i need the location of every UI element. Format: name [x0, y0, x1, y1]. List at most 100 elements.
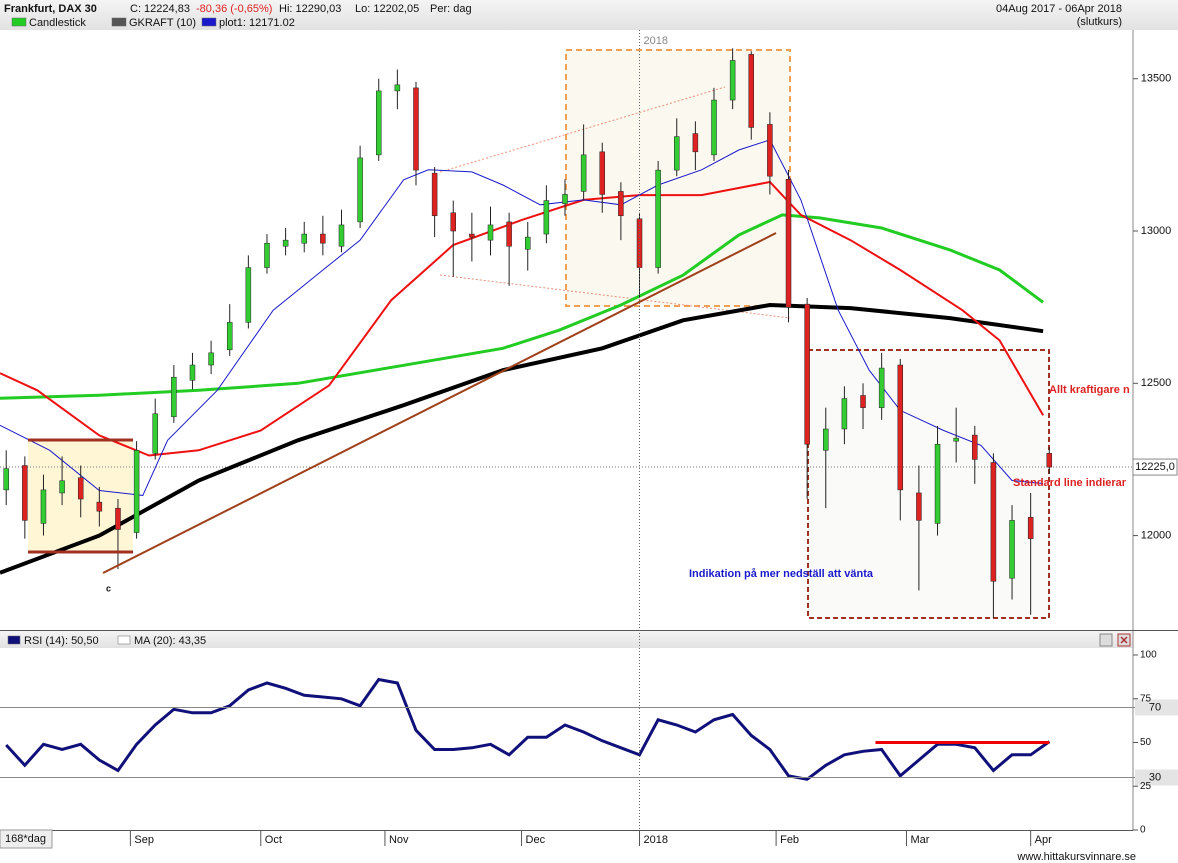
- legend-swatch: [7, 635, 21, 645]
- x-tick-label: Nov: [389, 834, 409, 846]
- x-tick-label: 2018: [644, 834, 668, 846]
- candle-body: [599, 151, 606, 195]
- x-tick-label: Mar: [910, 834, 929, 846]
- change-label: -80,36 (-0,65%): [196, 3, 272, 15]
- annotation: c: [106, 583, 111, 593]
- last-price-label: 12225,0: [1135, 461, 1175, 473]
- candle-body: [655, 169, 661, 268]
- period-label: 168*dag: [5, 833, 46, 845]
- instrument-title: Frankfurt, DAX 30: [4, 3, 97, 15]
- candle-body: [152, 413, 158, 454]
- candle-body: [934, 443, 941, 524]
- candle-body: [580, 154, 587, 192]
- level-label: 30: [1149, 771, 1161, 783]
- candle-body: [1027, 517, 1034, 539]
- annotation: Standard line indierar: [1013, 477, 1127, 489]
- date-range: 04Aug 2017 - 06Apr 2018: [996, 3, 1122, 15]
- legend-label: Candlestick: [29, 17, 86, 29]
- candle-body: [804, 303, 810, 445]
- drawings: [28, 49, 1050, 619]
- candle-body: [618, 191, 624, 217]
- candle-body: [860, 395, 866, 408]
- candle-body: [506, 221, 512, 247]
- candle-body: [357, 157, 363, 223]
- level-box: [1135, 769, 1178, 786]
- legend-swatch: [201, 17, 217, 27]
- y-tick-label: 13500: [1141, 73, 1172, 85]
- legend-swatch: [11, 17, 27, 27]
- candle-body: [972, 434, 978, 460]
- legend-swatch: [117, 635, 131, 645]
- y-tick-label: 50: [1140, 737, 1152, 748]
- candle-body: [543, 200, 550, 235]
- x-tick-label: Feb: [780, 834, 799, 846]
- trend-line: [102, 232, 777, 574]
- source: www.hittakursvinnare.se: [1016, 851, 1136, 863]
- candle-body: [413, 87, 419, 171]
- rsi-panel: [5, 677, 1051, 781]
- y-tick-label: 13000: [1141, 225, 1172, 237]
- candle-body: [785, 178, 792, 308]
- candle-body: [96, 501, 103, 512]
- candle-body: [320, 233, 326, 244]
- candle-body: [3, 468, 9, 491]
- legend-swatch: [111, 17, 127, 27]
- candle-body: [953, 437, 959, 442]
- legend-label: plot1: 12171.02: [219, 17, 295, 29]
- y-tick-label: 100: [1140, 650, 1157, 661]
- level-label: 70: [1149, 701, 1161, 713]
- year-label: 2018: [644, 35, 668, 47]
- candle-body: [897, 364, 904, 491]
- candle-body: [115, 507, 121, 530]
- candle-body: [767, 124, 773, 177]
- x-tick-label: Dec: [526, 834, 546, 846]
- rsi-line: [5, 677, 1051, 781]
- header-bar: [0, 0, 1178, 30]
- candle-body: [77, 477, 84, 500]
- candle-body: [916, 492, 922, 521]
- x-tick-label: Apr: [1035, 834, 1052, 846]
- candle-body: [208, 352, 214, 366]
- candle-body: [990, 462, 997, 582]
- candle-body: [823, 428, 829, 451]
- annotation: Indikation på mer nedställ att vänta: [689, 568, 874, 580]
- close-label: C: 12224,83: [130, 3, 190, 15]
- period-label: Per: dag: [430, 3, 472, 15]
- candle-body: [469, 233, 475, 238]
- period-box: [0, 829, 53, 849]
- rsi-header-bar: [0, 631, 1133, 648]
- candle-body: [524, 236, 531, 250]
- settings-button[interactable]: [1099, 633, 1113, 647]
- moving-averages: [0, 139, 1044, 575]
- candle-body: [40, 489, 47, 524]
- overlay-layer: Allt kraftigare n Standard line indierar…: [0, 232, 1136, 863]
- y-tick-label: 25: [1140, 781, 1152, 792]
- candle-body: [562, 194, 568, 204]
- line-series: [0, 213, 1044, 400]
- candle-body: [674, 136, 680, 171]
- annotation: Allt kraftigare n: [1049, 384, 1130, 396]
- annotations: Allt kraftigare n Standard line indierar…: [106, 384, 1130, 593]
- price-type: (slutkurs): [1077, 16, 1122, 28]
- price-panel: [0, 48, 1133, 618]
- candle-body: [282, 239, 289, 247]
- y-tick-label: 12000: [1141, 529, 1172, 541]
- candle-body: [878, 367, 885, 408]
- candle-body: [226, 322, 233, 351]
- line-series: [0, 180, 1044, 457]
- candle-body: [711, 99, 717, 156]
- legend-label: MA (20): 43,35: [134, 635, 206, 647]
- candle-body: [133, 450, 140, 533]
- y-tick-label: 12500: [1141, 377, 1172, 389]
- legend-label: RSI (14): 50,50: [24, 635, 99, 647]
- candle-body: [1046, 453, 1053, 468]
- plot-layer: 2018 12000 12500 13000 13500 12225,0 Candlesti…: [0, 17, 1178, 846]
- legend-label: GKRAFT (10): [129, 17, 196, 29]
- channel-line: [439, 86, 726, 173]
- candles: [3, 48, 1053, 618]
- last-price-box: [1132, 458, 1178, 476]
- y-tick-label: 0: [1140, 825, 1146, 836]
